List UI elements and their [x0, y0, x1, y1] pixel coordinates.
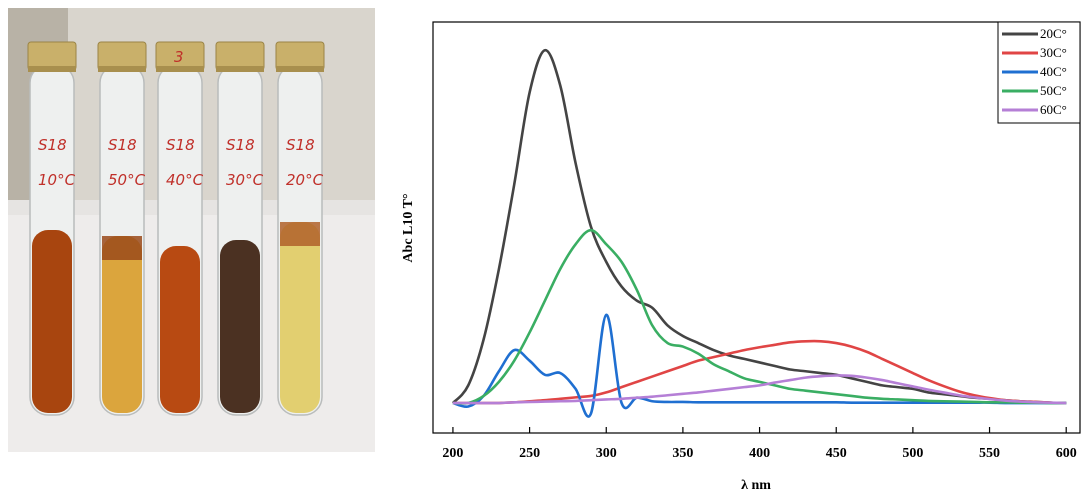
- legend-box: [997, 21, 1081, 124]
- x-tick-label: 250: [519, 446, 540, 461]
- tube-label: 30°C: [226, 171, 264, 189]
- tube-label: S18: [226, 136, 255, 154]
- tube-label: 50°C: [108, 171, 146, 189]
- tube-cap: [275, 41, 325, 71]
- tube-label: S18: [108, 136, 137, 154]
- plot-frame: [432, 21, 1081, 434]
- series-line: [451, 48, 1067, 405]
- x-tick-label: 600: [1056, 446, 1077, 461]
- tube-cap: [215, 41, 265, 71]
- cap-mark: 3: [174, 48, 184, 66]
- legend-label: 40C°: [1040, 64, 1067, 79]
- tube-cap: [97, 41, 147, 71]
- photo: S18 10°C S18 50°C S18 40°C S18 30°C S18 20°C 3: [8, 8, 375, 452]
- x-tick-label: 400: [749, 446, 770, 461]
- tube-label: S18: [166, 136, 195, 154]
- series-line: [452, 374, 1067, 405]
- legend-label: 30C°: [1040, 45, 1067, 60]
- x-tick-label: 200: [442, 446, 463, 461]
- legend-label: 60C°: [1040, 102, 1067, 117]
- tube-band: [102, 236, 142, 260]
- cap-ridge: [276, 66, 324, 72]
- x-tick-label: 550: [979, 446, 1000, 461]
- x-tick-label: 350: [672, 446, 693, 461]
- legend-label: 50C°: [1040, 83, 1067, 98]
- tube-label: 40°C: [166, 171, 204, 189]
- tube-liquid: [32, 230, 72, 413]
- series-line: [452, 339, 1067, 405]
- cap-ridge: [98, 66, 146, 72]
- tube-liquid: [160, 246, 200, 413]
- x-tick-label: 300: [596, 446, 617, 461]
- tube-band: [280, 222, 320, 246]
- tube-liquid: [102, 236, 142, 413]
- y-axis-label: Abc L10 T°: [401, 193, 416, 262]
- x-axis-label: λ nm: [741, 478, 771, 493]
- tube-liquid: [280, 222, 320, 413]
- cap-ridge: [216, 66, 264, 72]
- tube-cap: [27, 41, 77, 71]
- tube-label: S18: [38, 136, 67, 154]
- tube-label: 20°C: [286, 171, 324, 189]
- series-line: [452, 228, 1067, 405]
- tube-liquid: [220, 240, 260, 413]
- tube-label: 10°C: [38, 171, 76, 189]
- cap-ridge: [28, 66, 76, 72]
- legend-label: 20C°: [1040, 26, 1067, 41]
- x-tick-label: 500: [902, 446, 923, 461]
- cap-ridge: [156, 66, 204, 72]
- tube-label: S18: [286, 136, 315, 154]
- x-tick-label: 450: [826, 446, 847, 461]
